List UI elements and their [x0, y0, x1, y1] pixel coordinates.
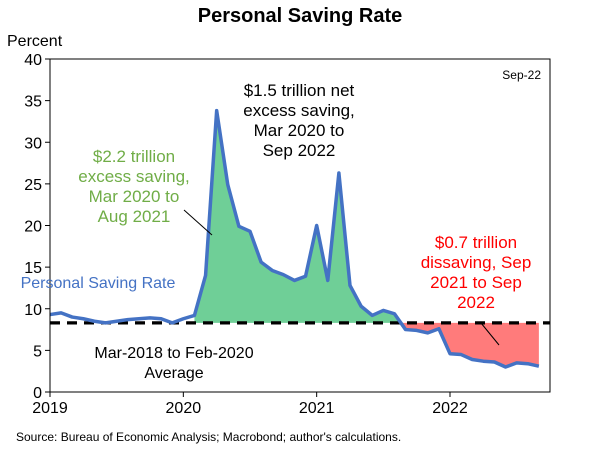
annotation-excess-line-1: $2.2 trillion: [93, 147, 175, 166]
annotation-net-line-1: $1.5 trillion net: [244, 81, 355, 100]
annotation-excess-line-3: Mar 2020 to: [89, 187, 180, 206]
chart-title: Personal Saving Rate: [198, 5, 403, 27]
y-tick-label: 5: [33, 343, 42, 360]
x-axis-ticks: 2019 2020 2021 2022: [32, 392, 468, 417]
source-note: Source: Bureau of Economic Analysis; Mac…: [16, 430, 401, 444]
series-label: Personal Saving Rate: [21, 275, 176, 292]
excess-saving-area: [194, 110, 401, 323]
annotation-excess-line-4: Aug 2021: [98, 207, 171, 226]
y-tick-label: 20: [24, 219, 42, 236]
annotation-dissaving-line-1: $0.7 trillion: [435, 233, 517, 252]
annotation-dissaving-pointer: [480, 322, 500, 346]
annotation-excess-saving: $2.2 trillion excess saving, Mar 2020 to…: [78, 147, 190, 226]
annotation-net-line-4: Sep 2022: [263, 141, 336, 160]
y-tick-label: 35: [24, 94, 42, 111]
average-label-line-2: Average: [144, 365, 203, 382]
y-axis-ticks: 0 5 10 15 20 25 30 35 40: [24, 52, 50, 402]
series-line-group: [49, 108, 540, 369]
annotation-dissaving-line-4: 2022: [457, 293, 495, 312]
x-tick-label: 2022: [432, 400, 468, 417]
dissaving-area: [400, 322, 539, 368]
annotation-net-excess: $1.5 trillion net excess saving, Mar 202…: [243, 81, 355, 160]
annotation-dissaving-line-3: 2021 to Sep: [430, 273, 522, 292]
x-tick-label: 2021: [299, 400, 335, 417]
annotation-excess-pointer: [183, 209, 213, 236]
y-tick-label: 15: [24, 260, 42, 277]
x-tick-label: 2020: [166, 400, 202, 417]
y-tick-label: 10: [24, 302, 42, 319]
date-stamp: Sep-22: [502, 68, 541, 82]
x-tick-label: 2019: [32, 400, 68, 417]
average-label: Mar-2018 to Feb-2020 Average: [94, 345, 253, 382]
y-tick-label: 30: [24, 135, 42, 152]
y-tick-label: 0: [33, 385, 42, 402]
average-label-line-1: Mar-2018 to Feb-2020: [94, 345, 253, 362]
shaded-areas: [194, 110, 539, 368]
annotation-net-line-2: excess saving,: [243, 101, 355, 120]
y-axis-label: Percent: [7, 33, 63, 50]
annotation-dissaving: $0.7 trillion dissaving, Sep 2021 to Sep…: [421, 233, 532, 312]
saving-rate-line: [49, 108, 540, 369]
annotation-net-line-3: Mar 2020 to: [254, 121, 345, 140]
y-tick-label: 40: [24, 52, 42, 69]
y-tick-label: 25: [24, 177, 42, 194]
annotation-dissaving-line-2: dissaving, Sep: [421, 253, 532, 272]
annotation-excess-line-2: excess saving,: [78, 167, 190, 186]
